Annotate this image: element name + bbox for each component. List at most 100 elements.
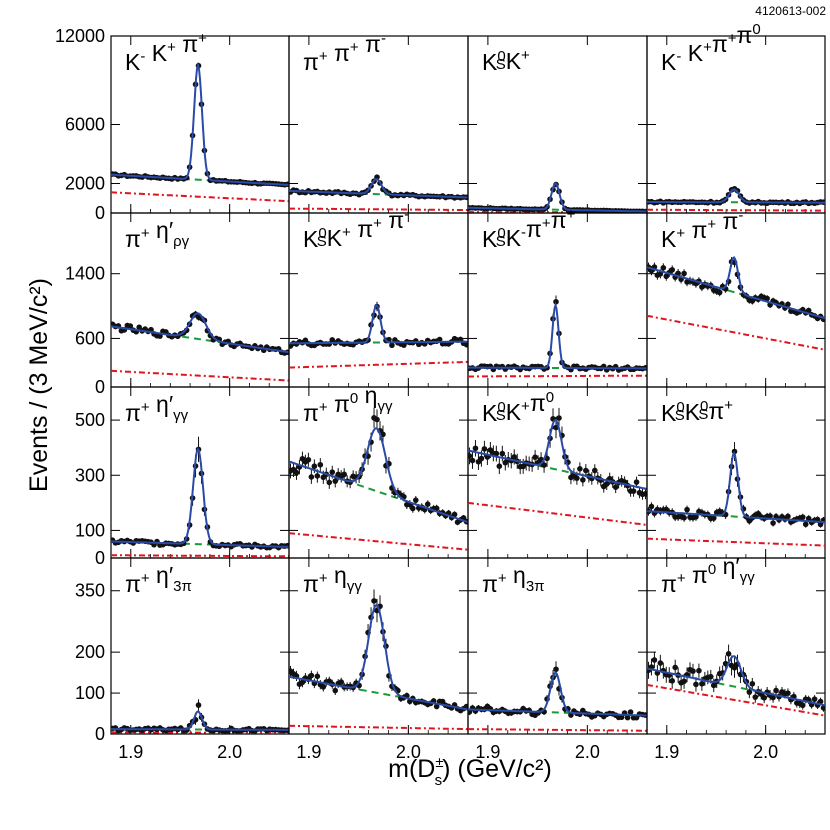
data-point	[127, 323, 134, 329]
panel-label-sub: 3π	[526, 578, 545, 595]
data-point	[469, 457, 476, 464]
panel-label-part: π	[303, 571, 319, 597]
data-point	[553, 298, 559, 305]
panel-label-sub: γγ	[377, 398, 393, 415]
panel-label-sup: +	[373, 215, 382, 232]
panel-label-part: η′	[150, 391, 174, 417]
data-point	[624, 714, 631, 721]
fit-curve	[647, 451, 825, 524]
plot-area	[468, 407, 647, 526]
data-point	[699, 681, 705, 687]
x-tick-label: 1.9	[475, 742, 500, 762]
panel-label-sup: -	[676, 48, 681, 65]
data-point	[627, 709, 634, 715]
data-point	[332, 478, 339, 484]
panel-label-sup: +	[141, 399, 150, 416]
y-tick-label: 600	[75, 328, 105, 348]
data-point	[553, 666, 559, 673]
data-point	[770, 520, 776, 526]
data-point	[785, 301, 791, 308]
panel-label-part: π	[712, 31, 728, 57]
data-point	[320, 684, 327, 690]
data-point	[767, 513, 773, 519]
data-point	[696, 667, 702, 674]
data-point	[496, 463, 503, 469]
panel-label-part: K	[506, 225, 522, 251]
data-point	[707, 673, 714, 680]
data-point	[681, 270, 687, 277]
x-axis-title-main: m(D	[388, 755, 435, 783]
panel-label-part: π	[303, 400, 319, 426]
data-point	[693, 514, 699, 520]
data-point	[439, 698, 446, 705]
data-point	[317, 461, 324, 468]
y-axis-title: Events / (3 MeV/c²)	[25, 278, 53, 492]
data-points	[468, 295, 647, 373]
data-point	[157, 333, 163, 339]
data-point	[612, 484, 619, 490]
x-tick-label: 1.9	[118, 742, 143, 762]
panel-label-part: K	[661, 226, 677, 252]
y-tick-label: 300	[75, 465, 105, 485]
fit-curve	[111, 446, 289, 548]
panel-label-sup: +	[703, 39, 712, 56]
y-tick-label: 0	[95, 548, 105, 568]
x-tick-label: 2.0	[753, 742, 778, 762]
data-point	[651, 657, 658, 663]
y-tick-label: 1400	[65, 264, 105, 284]
plot-area	[647, 442, 825, 547]
data-point	[424, 501, 431, 507]
other-background-curve	[647, 683, 825, 717]
fit-curve	[647, 188, 825, 204]
panel-label-part: K	[482, 400, 498, 426]
fit-curve	[111, 61, 289, 186]
data-point	[710, 515, 717, 521]
data-point	[716, 289, 723, 296]
panel: K- K+π+π0	[646, 21, 826, 214]
panel-label: K0SK-π+π+	[482, 206, 576, 252]
fit-curve	[468, 671, 647, 717]
data-point	[785, 513, 791, 520]
panel-label: π+ ηγγ	[303, 562, 362, 597]
data-point	[811, 696, 818, 702]
data-point	[764, 295, 770, 302]
data-point	[433, 505, 440, 512]
fit-curve	[468, 301, 647, 370]
panel-label-sup: +	[724, 397, 733, 414]
panel-label: π+ η3π	[482, 562, 545, 597]
data-point	[633, 479, 640, 485]
panel-label: K0SK+π0	[482, 389, 554, 426]
panel-label-sup: 0	[708, 561, 716, 578]
panel-label-sup: -	[140, 48, 145, 65]
y-tick-label: 0	[95, 724, 105, 744]
panel-label: K+ π+ π-	[661, 207, 743, 252]
panel-label-part: π	[125, 571, 141, 597]
panel-label-part: π	[685, 217, 707, 243]
data-point	[761, 694, 767, 701]
panel-label-sub: γγ	[347, 578, 363, 595]
panel-label-part: π	[328, 391, 350, 417]
data-point	[577, 466, 583, 472]
data-point	[341, 471, 347, 478]
panel: 0 100 300 500 π+ η′γγ	[75, 386, 290, 568]
data-point	[451, 511, 458, 518]
other-background-curve	[647, 537, 825, 547]
panel-label-sup: 0	[546, 389, 554, 406]
x-tick-label: 2.0	[575, 742, 600, 762]
panel-label-part: η′	[150, 217, 174, 243]
panel-label-sup: +	[319, 399, 328, 416]
panel-label-part: π	[328, 40, 350, 66]
panel-label-part: π	[303, 49, 319, 75]
fit-curve	[111, 710, 289, 731]
data-point	[660, 265, 667, 271]
plot-area	[647, 256, 825, 351]
panel-label-sup: +	[567, 206, 576, 223]
panel-label-part: K	[303, 226, 319, 252]
y-tick-label: 6000	[65, 115, 105, 135]
panel-frame	[646, 557, 826, 735]
data-point	[710, 682, 717, 689]
panel-label-part: π	[359, 31, 381, 57]
